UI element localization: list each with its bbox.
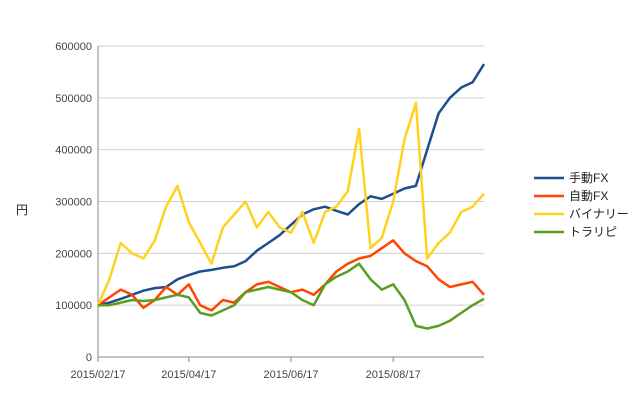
y-axis-title: 円	[16, 203, 28, 217]
x-tick-label: 2015/08/17	[366, 369, 421, 381]
series-line	[97, 63, 486, 307]
y-axis-ticks: 0 100000 200000 300000 400000 500000 600000	[55, 41, 92, 364]
y-tick-label: 300000	[55, 197, 92, 209]
x-tick-label: 2015/02/17	[70, 369, 125, 381]
y-tick-label: 0	[86, 352, 92, 364]
legend-label: 手動FX	[569, 171, 608, 185]
y-tick-label: 500000	[55, 93, 92, 105]
gridlines	[98, 45, 484, 358]
y-tick-label: 100000	[55, 300, 92, 312]
legend-label: バイナリー	[569, 207, 629, 221]
x-tick-label: 2015/06/17	[263, 369, 318, 381]
legend-label: 自動FX	[569, 189, 608, 203]
series-line	[98, 262, 485, 330]
x-tick-label: 2015/04/17	[161, 369, 216, 381]
series-line	[96, 101, 485, 306]
y-tick-label: 200000	[55, 248, 92, 260]
y-tick-label: 600000	[55, 41, 92, 53]
data-series	[96, 63, 486, 330]
x-axis-ticks: 2015/02/17 2015/04/17 2015/06/17 2015/08/17	[70, 357, 421, 381]
y-tick-label: 400000	[55, 145, 92, 157]
legend-label: トラリピ	[569, 225, 617, 239]
